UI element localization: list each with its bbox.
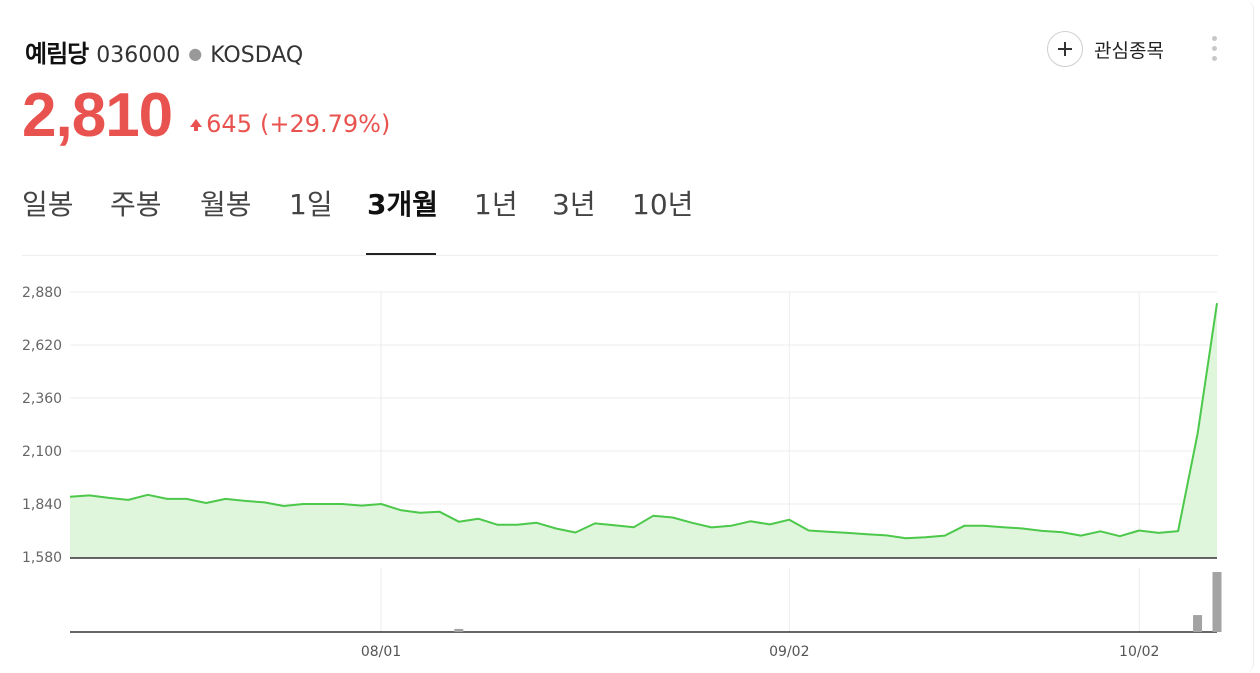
y-tick-label: 1,580 — [22, 550, 62, 566]
change-amount: 645 — [206, 110, 252, 138]
stock-title: 예림당 036000 ● KOSDAQ — [25, 34, 303, 69]
stock-name: 예림당 — [25, 40, 89, 68]
tab-10year[interactable]: 10년 — [632, 188, 694, 221]
price-chart[interactable]: 2,880 2,620 2,360 2,100 1,840 1,580 08/01 09/02… — [0, 270, 1240, 665]
volume-bar — [1212, 572, 1222, 632]
plus-circle-icon — [1047, 31, 1083, 67]
y-tick-label: 2,620 — [22, 338, 62, 354]
y-tick-label: 2,360 — [22, 391, 62, 407]
watchlist-label: 관심종목 — [1094, 39, 1164, 62]
x-tick-label: 08/01 — [361, 644, 401, 660]
tab-weekly[interactable]: 주봉 — [110, 188, 162, 221]
tab-3year[interactable]: 3년 — [552, 188, 596, 221]
price-row: 2,810 645 (+29.79%) — [22, 80, 390, 151]
x-tick-label: 09/02 — [769, 644, 809, 660]
add-watchlist-button[interactable]: 관심종목 — [1047, 31, 1164, 67]
price-change: 645 (+29.79%) — [190, 110, 390, 138]
x-tick-label: 10/02 — [1119, 644, 1159, 660]
current-price: 2,810 — [22, 81, 173, 150]
stock-code: 036000 — [96, 43, 181, 68]
tabs-divider — [22, 255, 1218, 256]
volume-bar — [454, 628, 464, 632]
price-line — [69, 303, 1218, 540]
more-options-button[interactable] — [1208, 36, 1220, 66]
tab-daily[interactable]: 일봉 — [22, 188, 74, 221]
tab-3month[interactable]: 3개월 — [367, 188, 439, 221]
price-area-fill — [70, 303, 1217, 557]
tab-1year[interactable]: 1년 — [474, 188, 518, 221]
tab-monthly[interactable]: 월봉 — [200, 188, 252, 221]
y-tick-label: 2,880 — [22, 285, 62, 301]
market-name: KOSDAQ — [210, 43, 304, 68]
tab-1day[interactable]: 1일 — [289, 188, 333, 221]
more-vertical-icon — [1211, 36, 1217, 41]
volume-bar — [1193, 615, 1203, 632]
separator-dot: ● — [188, 44, 203, 63]
y-tick-label: 1,840 — [22, 497, 62, 513]
up-arrow-icon — [190, 119, 203, 131]
active-tab-indicator — [366, 253, 436, 255]
change-percent: (+29.79%) — [259, 110, 391, 138]
y-tick-label: 2,100 — [22, 444, 62, 460]
